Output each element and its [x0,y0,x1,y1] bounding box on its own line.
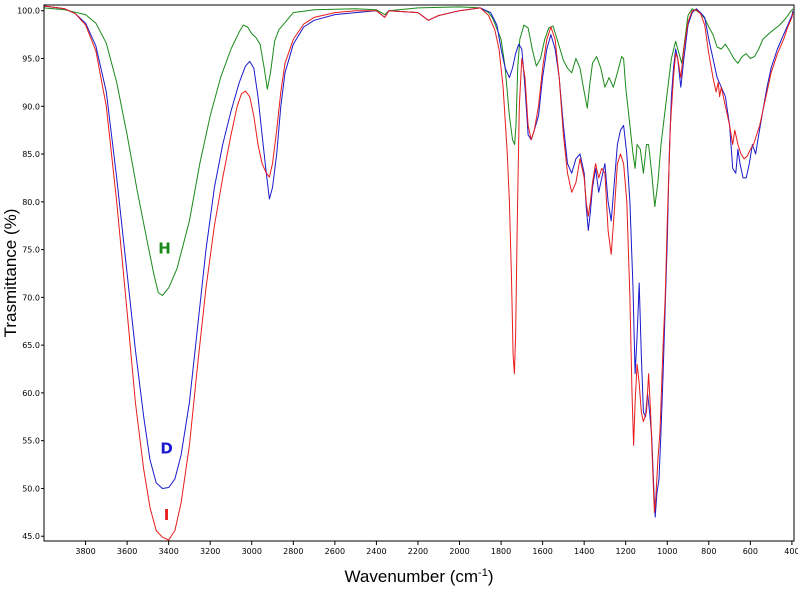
series-label-h: H [158,240,171,258]
x-tick-label: 1000 [657,547,677,556]
x-tick-label: 2600 [325,547,345,556]
x-axis-title-end: ) [488,567,494,586]
y-tick-label: 50.0 [22,484,40,493]
y-tick-label: 65.0 [22,341,40,350]
x-axis-ticks: 3800 3600 3400 3200 3000 2800 2600 2400 2200 2000… [75,541,798,556]
x-axis-title-main: Wavenumber (cm [345,567,479,586]
y-tick-label: 95.0 [22,55,40,64]
x-tick-label: 3200 [200,547,220,556]
y-tick-label: 90.0 [22,102,40,111]
series-curves [43,5,794,541]
series-line-h [43,6,794,296]
series-labels: H D I [158,240,173,525]
y-tick-label: 60.0 [22,389,40,398]
x-tick-label: 800 [701,547,716,556]
y-tick-label: 100.0 [17,7,40,16]
x-axis-title: Wavenumber (cm-1) [345,567,494,586]
x-tick-label: 2800 [283,547,303,556]
y-axis-title: Trasmittance (%) [1,209,20,338]
series-line-d [43,5,794,518]
series-line-i [43,5,794,541]
y-tick-label: 45.0 [22,532,40,541]
x-tick-label: 3600 [117,547,137,556]
series-label-i: I [164,506,170,524]
y-tick-label: 75.0 [22,246,40,255]
x-tick-label: 3000 [242,547,262,556]
x-tick-label: 2400 [366,547,386,556]
x-tick-label: 400 [784,547,798,556]
x-axis-title-superscript: -1 [478,567,488,579]
y-tick-label: 55.0 [22,437,40,446]
y-axis-ticks: 45.0 50.0 55.0 60.0 65.0 70.0 75.0 80.0 85.0 90.0… [17,7,44,541]
x-tick-label: 2200 [408,547,428,556]
plot-frame [43,4,795,542]
x-tick-label: 1200 [616,547,636,556]
y-tick-label: 85.0 [22,150,40,159]
series-label-d: D [160,439,172,457]
y-tick-label: 70.0 [22,293,40,302]
x-tick-label: 1400 [574,547,594,556]
x-tick-label: 1800 [491,547,511,556]
x-tick-label: 2000 [449,547,469,556]
x-tick-label: 1600 [532,547,552,556]
x-tick-label: 3400 [158,547,178,556]
x-tick-label: 600 [743,547,758,556]
y-tick-label: 80.0 [22,198,40,207]
x-tick-label: 3800 [75,547,95,556]
